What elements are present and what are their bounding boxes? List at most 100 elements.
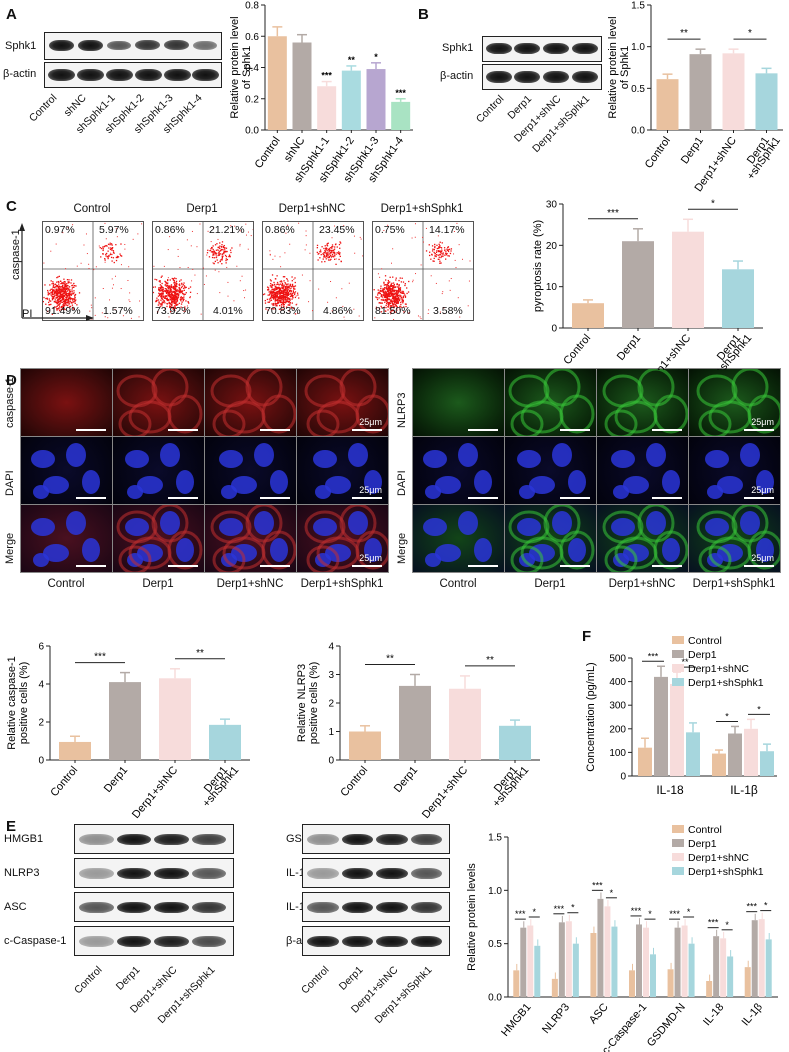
scale-bar — [352, 429, 382, 431]
sig-label: *** — [515, 909, 526, 919]
bar — [597, 898, 604, 997]
bar — [109, 682, 141, 760]
bar — [558, 922, 565, 997]
blot-strip — [302, 858, 450, 888]
micro-row-label: Merge — [396, 532, 408, 564]
scale-bar — [652, 429, 682, 431]
sig-label: ** — [680, 28, 688, 39]
bar — [765, 939, 772, 997]
x-tick-label: IL-1β — [730, 783, 758, 797]
y-tick-label: 0.6 — [245, 32, 259, 43]
sig-label: *** — [94, 652, 106, 663]
blot-e-left: HMGB1 NLRP3 ASC c-Caspase-1 Control Derp1 Derp… — [0, 820, 240, 1050]
sig-label: *** — [592, 880, 603, 890]
micro-row-label: DAPI — [396, 470, 408, 496]
bar — [755, 73, 778, 130]
legend-swatch — [672, 650, 684, 658]
sig-label: * — [757, 704, 761, 714]
y-tick-label: 4 — [38, 680, 44, 691]
quadrant-percent: 81.50% — [375, 305, 411, 317]
micro-column-label: Derp1+shNC — [216, 578, 284, 590]
micro-image: 25μm — [688, 368, 781, 437]
y-tick-label: 2 — [328, 699, 334, 710]
scale-bar — [260, 429, 290, 431]
flow-scatter — [42, 222, 143, 320]
sig-label: * — [725, 711, 729, 721]
blot-row-label: ASC — [4, 901, 27, 913]
x-tick-label: Derp1 — [102, 764, 130, 795]
blot-strip — [74, 858, 234, 888]
panel-label-f: F — [582, 628, 592, 645]
scale-label: 25μm — [751, 485, 774, 495]
chart-a: 0.0 0.2 0.4 0.6 0.8 Relative protein level of … — [229, 1, 413, 185]
flow-plot: 0.86% 21.21% 73.92% 4.01% — [152, 221, 254, 321]
micro-column-label: Control — [439, 578, 477, 590]
blot-b-sphk1-strip — [482, 36, 602, 62]
y-axis-label: of Sphk1 — [619, 46, 631, 89]
y-tick-label: 1 — [328, 727, 334, 738]
micro-image — [596, 436, 689, 505]
x-tick-label: IL-18 — [701, 1001, 726, 1028]
flow-axis-arrows — [19, 223, 94, 321]
legend-label: Derp1 — [688, 838, 717, 850]
y-tick-label: 0.8 — [245, 1, 259, 12]
chart-d2: 0 1 2 3 4 Relative NLRP3 positive cells (%) Con… — [296, 642, 540, 820]
y-tick-label: 6 — [38, 642, 44, 653]
blot-strip — [302, 926, 450, 956]
sig-label: *** — [708, 918, 719, 928]
y-tick-label: 20 — [546, 241, 558, 252]
x-tick-label: NLRP3 — [540, 1001, 572, 1036]
flow-title: Derp1+shNC — [278, 203, 346, 215]
panel-label-a: A — [6, 6, 17, 23]
micro-column-label: Derp1 — [142, 578, 174, 590]
bar — [670, 683, 684, 776]
flow-title: Derp1+shSphk1 — [380, 203, 464, 215]
y-tick-label: 300 — [609, 701, 626, 712]
flow-title: Control — [73, 203, 111, 215]
flow-plot: 0.97% 5.97% 91.49% 1.57% — [42, 221, 144, 321]
bar — [59, 741, 91, 760]
bar — [449, 688, 481, 760]
bar — [744, 967, 751, 997]
legend-swatch — [672, 839, 684, 847]
micro-image — [596, 368, 689, 437]
sig-label: ** — [486, 655, 494, 666]
micro-image: 25μm — [688, 504, 781, 573]
flow-x-axis-label: PI — [22, 308, 33, 320]
legend-label: Derp1+shSphk1 — [688, 866, 764, 878]
scale-bar — [560, 565, 590, 567]
y-tick-label: 0.0 — [488, 993, 502, 1004]
sig-label: * — [571, 903, 575, 913]
sig-label: *** — [321, 71, 332, 81]
x-tick-label: Control — [643, 135, 673, 171]
y-tick-label: 2 — [38, 718, 44, 729]
legend-swatch — [672, 853, 684, 861]
sig-label: *** — [554, 904, 565, 914]
scale-bar — [652, 565, 682, 567]
bar — [674, 927, 681, 997]
scale-bar — [652, 497, 682, 499]
scale-bar — [744, 565, 774, 567]
y-tick-label: 4 — [328, 642, 334, 653]
bar — [622, 241, 654, 328]
legend-label: Derp1 — [688, 649, 717, 661]
quadrant-percent: 91.49% — [45, 305, 81, 317]
y-tick-label: 0.5 — [488, 939, 502, 950]
micro-image — [112, 368, 205, 437]
y-tick-label: 30 — [546, 200, 558, 211]
sig-label: *** — [669, 909, 680, 919]
y-tick-label: 0 — [620, 772, 626, 783]
bar — [366, 69, 386, 130]
bar — [728, 733, 742, 776]
micro-image: 25μm — [296, 436, 389, 505]
panel-label-e: E — [6, 818, 17, 835]
bar — [751, 920, 758, 997]
bar — [760, 751, 774, 776]
y-axis-label: positive cells (%) — [308, 662, 320, 745]
y-tick-label: 10 — [546, 282, 558, 293]
quadrant-percent: 0.86% — [155, 224, 185, 236]
y-tick-label: 1.0 — [488, 886, 502, 897]
blot-a: Sphk1 β-actin Control shNC shSphk1-1 shS… — [0, 0, 230, 180]
